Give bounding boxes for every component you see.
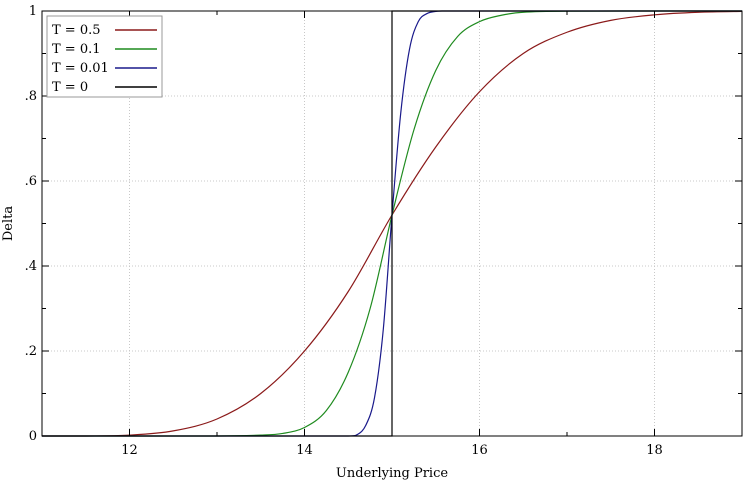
- x-axis-label: Underlying Price: [336, 466, 448, 481]
- y-tick-labels: 0 .2 .4 .6 .8 1: [25, 4, 37, 444]
- y-tick-label: 0: [29, 429, 37, 444]
- y-tick-label: 1: [29, 4, 37, 19]
- legend-label: T = 0.5: [52, 23, 101, 38]
- x-tick-label: 18: [646, 443, 663, 458]
- legend-label: T = 0.01: [52, 61, 109, 76]
- legend-label: T = 0: [52, 80, 88, 95]
- grid-lines: [42, 10, 742, 437]
- legend-label: T = 0.1: [52, 42, 101, 57]
- legend: T = 0.5 T = 0.1 T = 0.01 T = 0: [46, 15, 163, 98]
- x-tick-labels: 12 14 16 18: [121, 443, 663, 458]
- y-tick-label: .4: [25, 259, 37, 274]
- legend-box: [46, 15, 163, 98]
- axis-ticks: [41, 10, 743, 437]
- y-axis-label: Delta: [1, 206, 16, 241]
- x-tick-label: 14: [296, 443, 313, 458]
- y-tick-label: .8: [25, 89, 37, 104]
- y-tick-label: .6: [25, 174, 37, 189]
- x-tick-label: 12: [121, 443, 138, 458]
- x-tick-label: 16: [471, 443, 488, 458]
- y-tick-label: .2: [25, 344, 37, 359]
